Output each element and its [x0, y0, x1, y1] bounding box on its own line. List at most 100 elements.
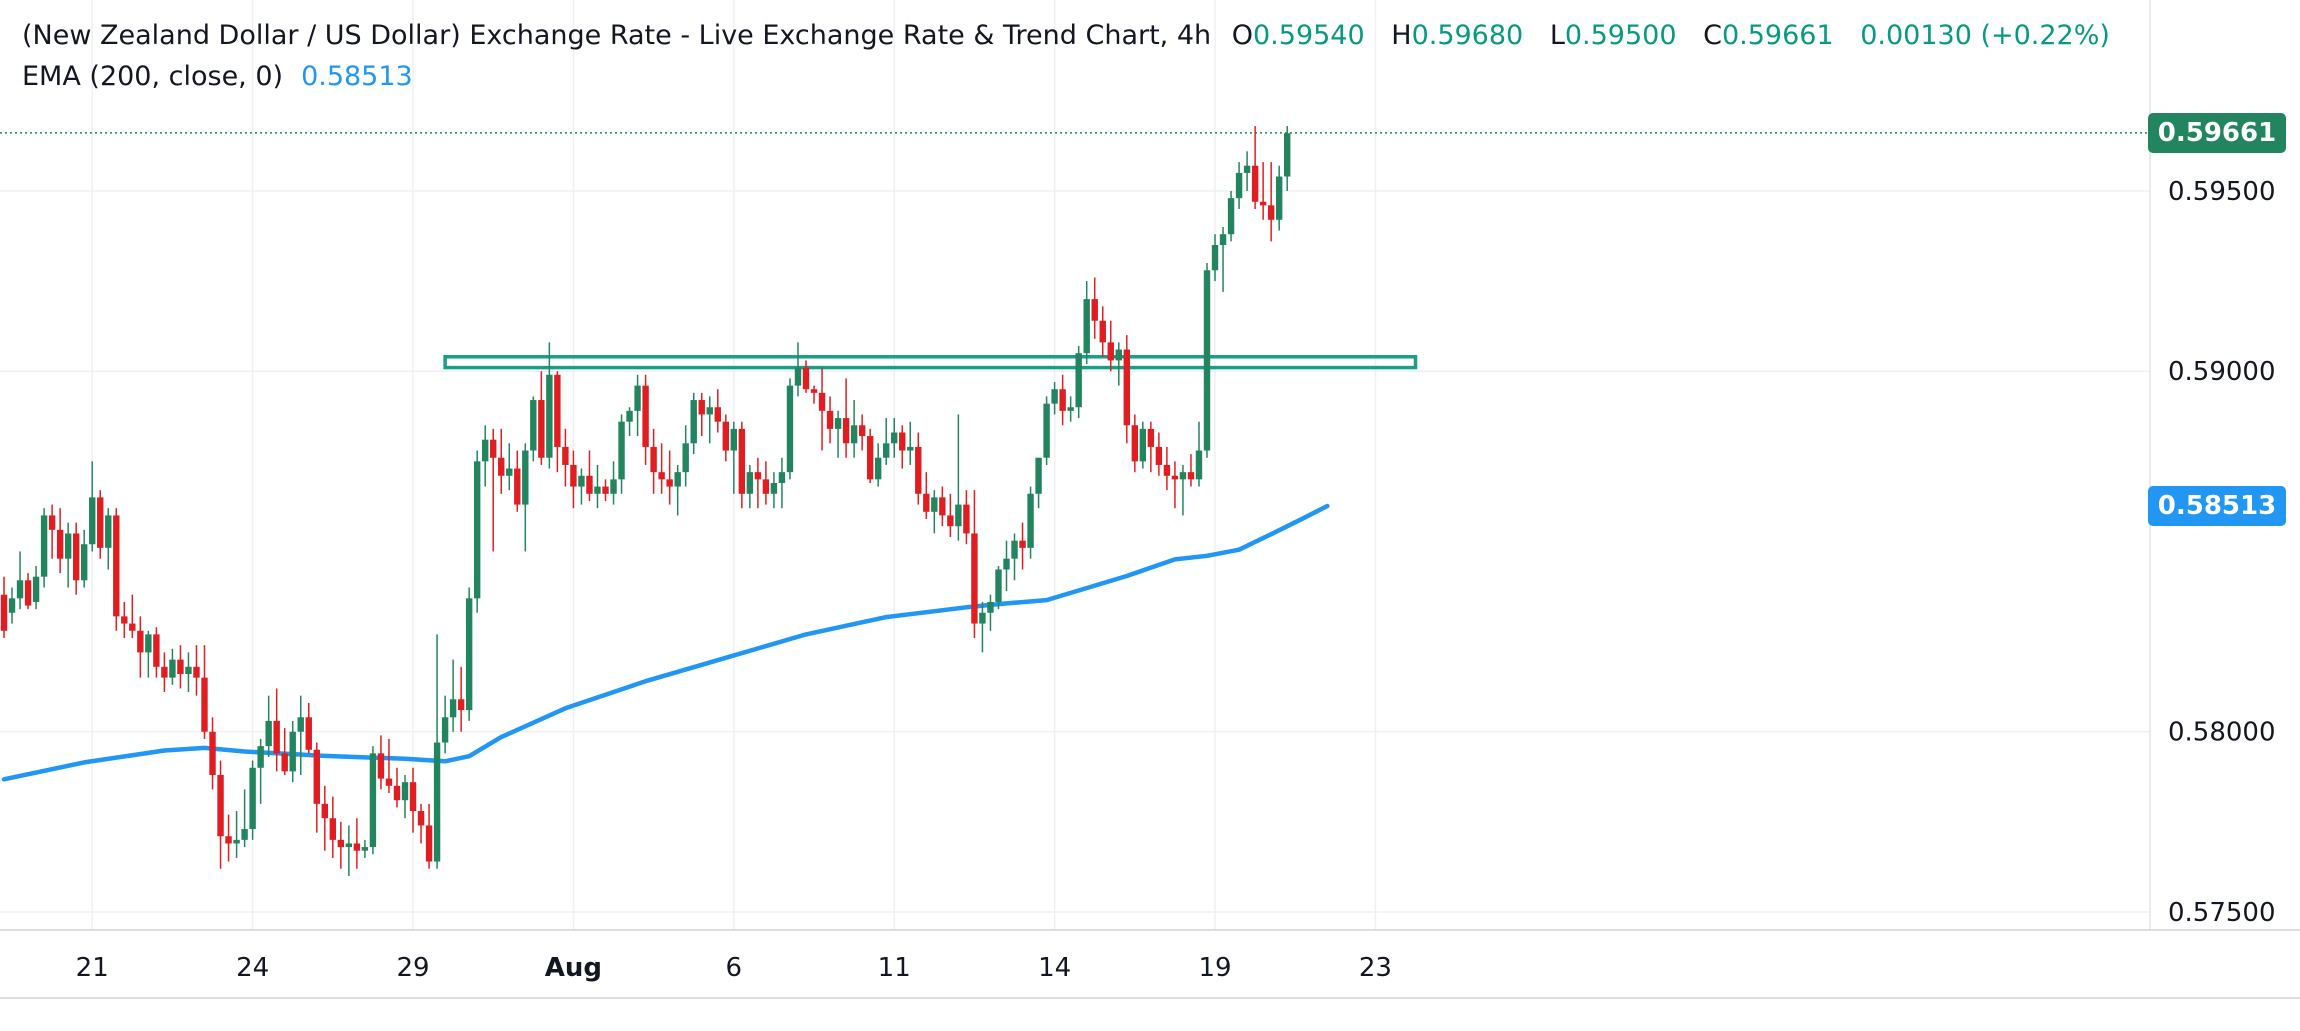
x-tick-label: 6	[726, 953, 743, 983]
candle-up	[369, 746, 377, 855]
candle-body	[883, 443, 890, 458]
y-tick-label: 0.59000	[2168, 357, 2276, 387]
candle-body	[818, 392, 826, 411]
candle-body	[530, 400, 537, 451]
candle-body	[586, 475, 593, 494]
candle-down	[305, 702, 312, 754]
candle-down	[337, 821, 345, 869]
candle-body	[32, 576, 40, 602]
candle-body	[1211, 245, 1219, 271]
open-value: 0.59540	[1253, 20, 1365, 51]
candle-down	[0, 576, 8, 638]
candle-down	[498, 428, 505, 494]
candle-up	[1075, 345, 1082, 419]
candle-up	[185, 652, 192, 693]
candle-body	[281, 753, 288, 772]
candle-up	[690, 392, 697, 455]
candle-up	[522, 443, 529, 552]
candle-body	[666, 479, 673, 487]
candle-up	[1051, 382, 1058, 415]
candle-body	[546, 374, 553, 458]
candle-body	[1203, 270, 1211, 451]
candle-body	[602, 486, 609, 494]
candle-body	[1043, 403, 1050, 458]
candle-body	[241, 829, 248, 840]
candle-body	[113, 515, 120, 617]
candle-down	[810, 385, 818, 404]
candle-body	[1123, 349, 1130, 426]
candle-body	[858, 425, 866, 437]
candle-down	[666, 450, 673, 505]
ema-legend[interactable]: EMA (200, close, 0) 0.58513	[22, 61, 413, 92]
candle-body	[401, 782, 409, 801]
candle-body	[16, 580, 24, 599]
candle-body	[626, 410, 633, 422]
x-tick-label: 29	[396, 953, 429, 983]
ema-legend-value: 0.58513	[301, 61, 413, 92]
candle-up	[449, 659, 457, 732]
candle-body	[209, 731, 216, 775]
price-axis[interactable]: 0.59500 0.59000 0.58000 0.57500	[2168, 177, 2276, 928]
candle-up	[1195, 421, 1203, 487]
candle-body	[265, 720, 272, 747]
candle-down	[153, 627, 160, 678]
candle-body	[979, 612, 986, 624]
candle-body	[1195, 450, 1203, 480]
candle-body	[1051, 389, 1058, 404]
candle-up	[506, 443, 513, 491]
candle-body	[337, 839, 345, 848]
candle-up	[401, 774, 409, 819]
candle-up	[482, 425, 489, 487]
candle-body	[482, 439, 489, 462]
candle-body	[907, 446, 914, 451]
change-value: 0.00130 (+0.22%)	[1860, 20, 2110, 51]
candle-body	[714, 407, 721, 422]
candle-body	[770, 482, 778, 494]
candle-body	[971, 533, 978, 624]
candle-up	[883, 418, 890, 465]
candle-body	[874, 457, 882, 480]
low-label: L	[1549, 20, 1565, 51]
candle-up	[626, 407, 633, 437]
candle-down	[939, 486, 946, 527]
last-price-badge: 0.59661	[2148, 112, 2286, 153]
candle-body	[1155, 446, 1163, 465]
candle-up	[907, 421, 914, 465]
candle-up	[594, 464, 601, 509]
time-axis[interactable]: 21 24 29 Aug 6 11 14 19 23	[76, 953, 1392, 983]
candle-body	[706, 407, 713, 415]
candle-body	[1099, 320, 1106, 343]
candle-body	[955, 504, 962, 527]
candle-down	[321, 785, 328, 851]
candle-body	[610, 479, 617, 494]
candle-down	[385, 738, 393, 794]
candle-body	[802, 367, 810, 390]
candle-down	[281, 728, 288, 775]
ema-label: EMA (200, close, 0)	[22, 61, 284, 92]
candle-up	[1211, 234, 1219, 282]
candle-up	[64, 522, 72, 588]
high-label: H	[1391, 20, 1412, 51]
candle-down	[24, 573, 32, 610]
candle-down	[313, 742, 320, 833]
candle-up	[1139, 421, 1147, 469]
candle-up	[1227, 190, 1235, 242]
candle-body	[121, 616, 128, 624]
candle-body	[522, 450, 529, 505]
candle-body	[64, 533, 72, 559]
candle-body	[1011, 540, 1018, 559]
candle-body	[233, 839, 240, 844]
candle-body	[89, 497, 96, 545]
low-value: 0.59500	[1564, 20, 1677, 51]
candle-body	[273, 720, 280, 754]
candle-up	[465, 587, 473, 721]
candle-down	[97, 490, 104, 559]
candle-body	[377, 753, 385, 779]
candle-body	[393, 785, 401, 801]
candle-body	[1171, 475, 1179, 480]
candle-body	[570, 464, 577, 487]
x-tick-label: 24	[236, 953, 269, 983]
candle-body	[369, 753, 377, 848]
candle-body	[538, 400, 545, 458]
